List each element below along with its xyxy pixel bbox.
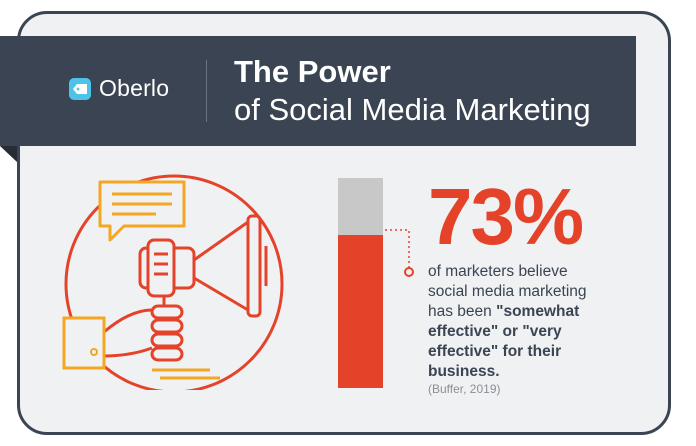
stat-line: business. [428, 362, 668, 382]
stat-line: effective" for their [428, 342, 668, 362]
stat-bar-fill [338, 235, 383, 388]
speech-bubble-icon [98, 180, 186, 242]
stat-line: has been "somewhat [428, 302, 668, 322]
stat-line-normal: has been [428, 303, 497, 320]
header-banner [0, 36, 636, 146]
page-title-line2: of Social Media Marketing [234, 92, 591, 127]
stat-source: (Buffer, 2019) [428, 382, 501, 396]
stat-line: effective" or "very [428, 322, 668, 342]
page-title-line1: The Power [234, 54, 391, 89]
stat-line-bold: business. [428, 363, 500, 380]
stat-line-bold: effective" for their [428, 343, 562, 360]
connector-line [385, 229, 414, 277]
header-divider [206, 60, 207, 122]
banner-fold [0, 146, 17, 162]
stat-line: of marketers believe [428, 263, 568, 280]
stat-line-bold: "somewhat [496, 303, 580, 320]
stat-line-bold: effective" or "very [428, 323, 562, 340]
brand-logo-text: Oberlo [99, 75, 170, 101]
megaphone-icon [62, 174, 284, 390]
stat-line: social media marketing [428, 283, 587, 300]
tag-icon [69, 78, 91, 100]
stat-percent: 73% [428, 172, 584, 261]
stat-description: of marketers believe social media market… [428, 262, 668, 382]
